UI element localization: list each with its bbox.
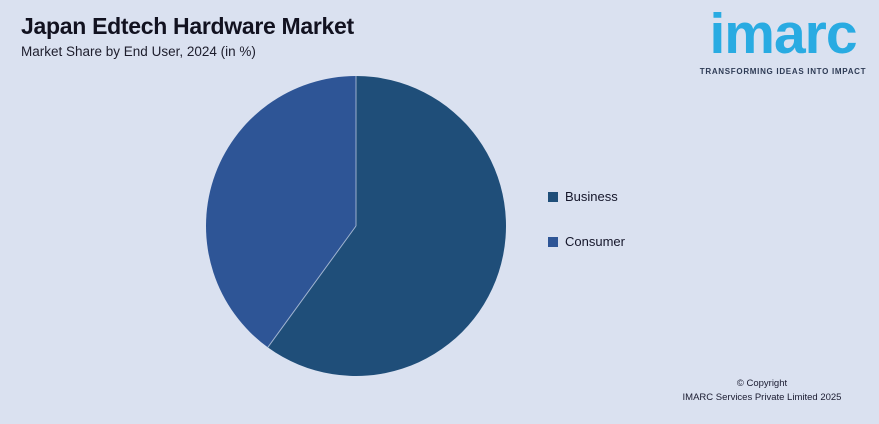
page-subtitle: Market Share by End User, 2024 (in %) [21,44,256,60]
legend-label: Consumer [565,234,625,249]
page-title: Japan Edtech Hardware Market [21,13,354,39]
imarc-logo-tagline: TRANSFORMING IDEAS INTO IMPACT [699,66,867,76]
legend-swatch [548,236,558,247]
copyright-line1: © Copyright [736,378,788,390]
chart-header: Japan Edtech Hardware Market Market Shar… [21,13,354,59]
pie-slice-business [267,76,507,376]
pie-chart [206,76,507,376]
legend-label: Business [565,189,618,204]
pie-chart-svg [206,76,507,376]
pie-slice-consumer [206,76,356,348]
legend: Business Consumer [548,189,625,249]
legend-swatch [548,191,558,202]
copyright-notice: © Copyright IMARC Services Private Limit… [657,377,867,404]
legend-item-consumer: Consumer [548,234,625,249]
imarc-logo-wordmark: imarc [709,2,857,66]
copyright-line2: IMARC Services Private Limited 2025 [682,391,842,403]
pie-slice-separator [267,225,357,348]
legend-item-business: Business [548,189,625,204]
imarc-logo: imarc TRANSFORMING IDEAS INTO IMPACT [697,2,869,76]
